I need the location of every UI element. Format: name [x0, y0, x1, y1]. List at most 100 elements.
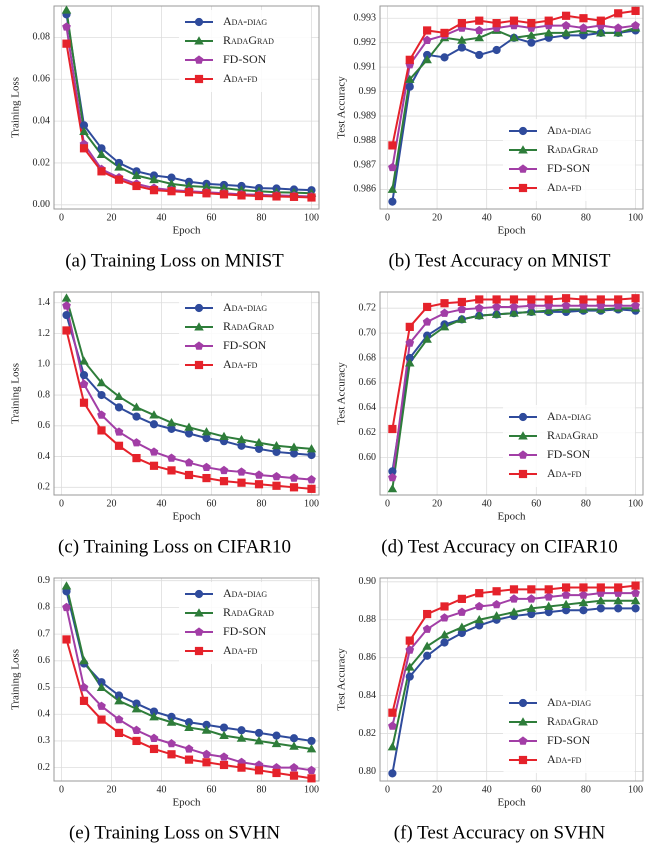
- data-point: [526, 603, 537, 612]
- y-tick-label: 0.5: [38, 682, 51, 693]
- legend-marker: [194, 303, 204, 313]
- data-point: [614, 583, 623, 592]
- legend-label: Ada-fd: [547, 180, 582, 194]
- data-point: [439, 630, 450, 639]
- legend-label: Ada-diag: [547, 409, 591, 423]
- data-point: [114, 427, 124, 436]
- legend-marker: [194, 17, 204, 27]
- data-point: [254, 728, 264, 738]
- x-tick-label: 40: [482, 784, 492, 795]
- legend-marker: [194, 608, 204, 617]
- data-point: [578, 597, 589, 607]
- caption: (b) Test Accuracy on MNIST: [388, 250, 610, 271]
- legend-label: Ada-diag: [547, 695, 591, 709]
- plot-border: [379, 577, 644, 782]
- y-tick-label: 0.60: [359, 452, 377, 463]
- data-point: [509, 607, 519, 616]
- data-point: [62, 635, 71, 644]
- data-point: [492, 599, 501, 609]
- data-point: [596, 16, 605, 25]
- data-point: [219, 190, 229, 199]
- data-point: [474, 614, 485, 624]
- data-point: [114, 175, 124, 184]
- data-point: [596, 595, 606, 605]
- data-point: [289, 442, 299, 451]
- x-tick-label: 80: [257, 498, 267, 509]
- data-point: [474, 303, 484, 312]
- data-point: [561, 599, 571, 609]
- legend-marker: [518, 164, 528, 173]
- data-point: [62, 301, 71, 310]
- data-point: [475, 589, 484, 598]
- data-point: [219, 465, 229, 475]
- data-point: [405, 74, 415, 83]
- data-point: [202, 433, 211, 443]
- x-tick-label: 40: [157, 784, 167, 795]
- y-tick-label: 0.90: [359, 576, 377, 587]
- legend-label: Ada-diag: [547, 123, 591, 137]
- data-point: [579, 590, 588, 599]
- data-point: [526, 594, 536, 603]
- y-tick-label: 0.72: [359, 302, 377, 313]
- data-point: [561, 583, 571, 592]
- data-point: [475, 295, 484, 304]
- x-tick-label: 0: [59, 498, 64, 509]
- legend-marker: [518, 412, 528, 422]
- data-point: [97, 426, 106, 435]
- data-point: [509, 16, 519, 25]
- data-point: [405, 82, 414, 91]
- chart: 0.986 0.987 0.988 0.989 0.99 0.991 0.992 0.993 0…: [336, 5, 644, 271]
- data-point: [96, 149, 107, 159]
- legend-marker: [194, 322, 204, 331]
- y-axis-label: Test Accuracy: [336, 648, 348, 711]
- data-point: [219, 730, 229, 740]
- data-point: [131, 402, 142, 411]
- data-point: [272, 471, 281, 481]
- x-tick-label: 0: [385, 498, 390, 509]
- data-point: [423, 651, 432, 660]
- data-point: [149, 744, 159, 754]
- data-point: [405, 672, 414, 681]
- legend-label: Ada-fd: [223, 643, 258, 657]
- legend-marker: [518, 145, 528, 154]
- data-point: [526, 307, 537, 316]
- legend-marker: [518, 736, 528, 745]
- y-tick-label: 0.99: [359, 86, 377, 97]
- data-point: [201, 725, 212, 734]
- y-tick-label: 0.06: [33, 74, 51, 85]
- data-point: [405, 322, 414, 331]
- legend-marker: [194, 74, 204, 84]
- data-point: [613, 23, 623, 32]
- data-point: [544, 592, 554, 601]
- legend-marker: [518, 450, 528, 459]
- data-point: [440, 613, 449, 622]
- y-tick-label: 0.84: [359, 690, 377, 701]
- data-point: [254, 444, 264, 453]
- data-point: [167, 187, 176, 196]
- data-point: [62, 602, 71, 612]
- data-point: [79, 126, 89, 136]
- y-tick-label: 1.4: [38, 297, 51, 308]
- data-point: [114, 714, 124, 724]
- data-point: [457, 304, 467, 314]
- data-point: [237, 441, 246, 450]
- legend-marker: [194, 627, 204, 636]
- x-axis-label: Epoch: [172, 797, 201, 809]
- y-tick-label: 0.9: [38, 575, 51, 586]
- data-point: [166, 417, 177, 427]
- y-tick-label: 0.88: [359, 614, 377, 625]
- y-tick-label: 0.02: [33, 157, 51, 168]
- chart: 0.2 0.3 0.4 0.5 0.6 0.7 0.8 0.9 0 20 40 60 80 100 Epoc…: [10, 575, 320, 843]
- data-point: [167, 424, 176, 433]
- plot-border: [53, 291, 320, 496]
- data-point: [579, 583, 588, 592]
- data-point: [387, 483, 398, 493]
- data-point: [307, 736, 316, 746]
- legend-label: Ada-diag: [223, 300, 267, 314]
- y-tick-label: 0.2: [38, 762, 51, 773]
- y-tick-label: 0.988: [354, 135, 377, 146]
- data-point: [184, 458, 194, 467]
- data-point: [440, 299, 449, 308]
- chart: 0.2 0.4 0.6 0.8 1.0 1.2 1.4 0 20 40 60 80 100 Epoch Tr…: [10, 291, 320, 557]
- y-tick-label: 0.992: [354, 37, 377, 48]
